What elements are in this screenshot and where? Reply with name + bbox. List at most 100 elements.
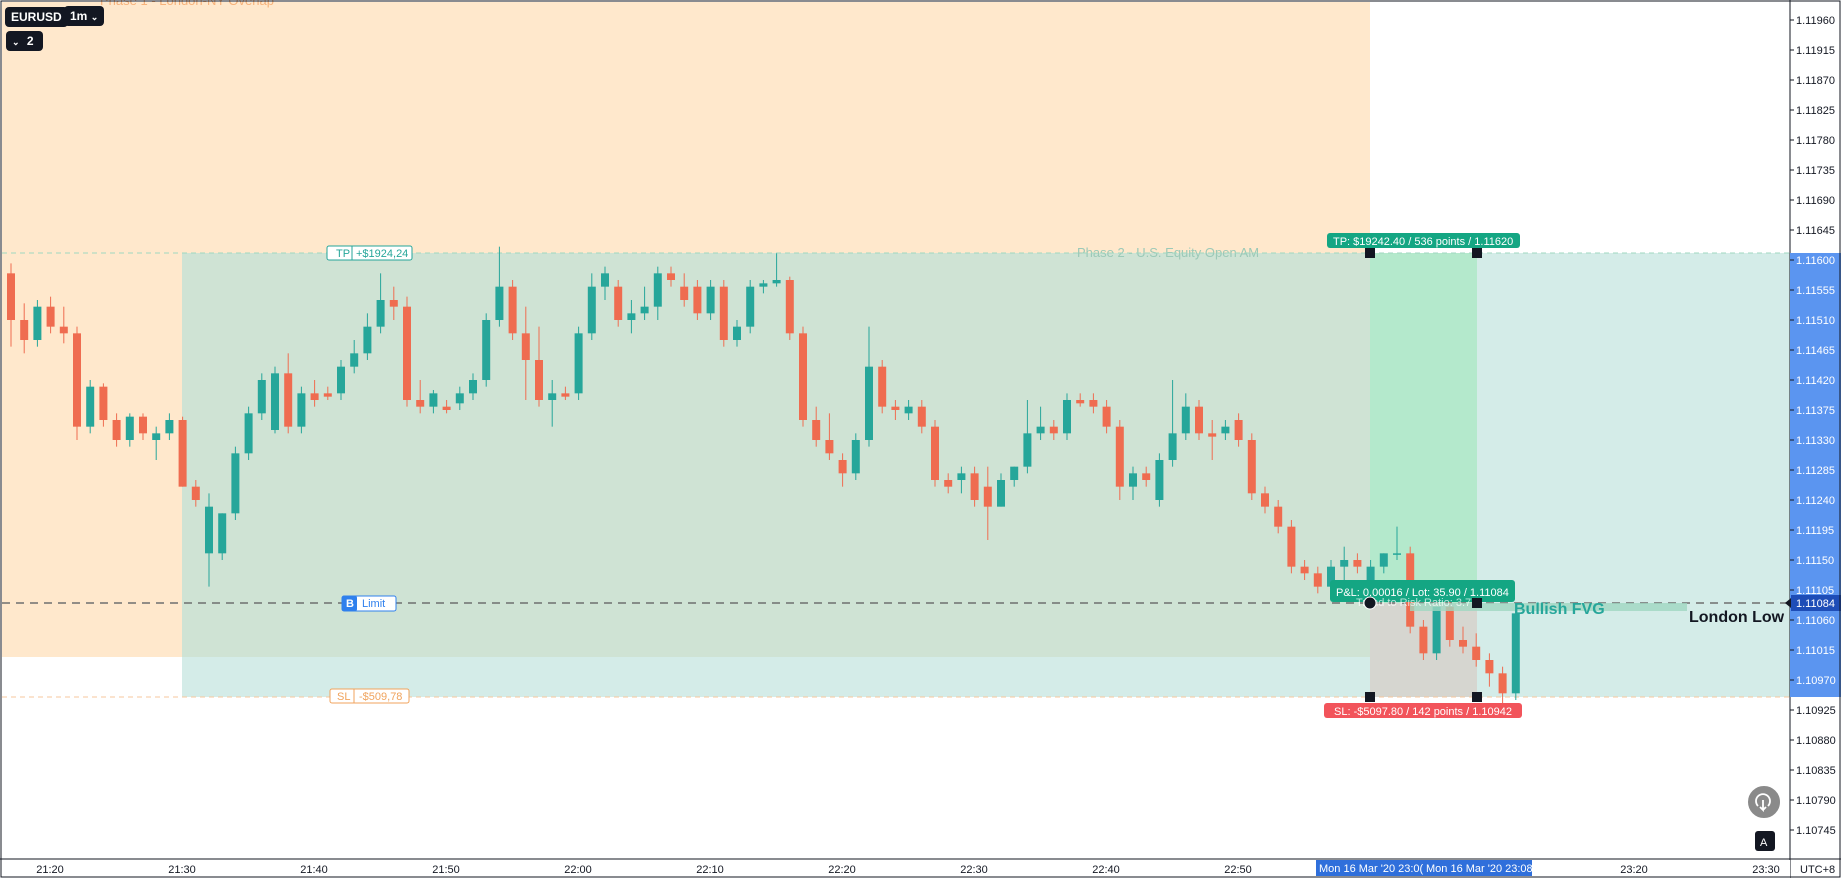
candle-body [1076, 400, 1085, 404]
timezone-label[interactable]: UTC+8 [1800, 864, 1835, 876]
sl-position-label-bg[interactable] [1324, 703, 1522, 718]
price-tick-label: 1.11195 [1796, 525, 1834, 537]
tp-right-handle[interactable] [1472, 248, 1482, 258]
tp-position-label: TP: $19242.40 / 536 points / 1.11620 [1333, 236, 1513, 248]
candle-body [1142, 473, 1151, 480]
price-axis-highlight [1790, 253, 1841, 697]
candle-body [535, 360, 543, 400]
tp-order-tag[interactable]: TP +$1924,24 [326, 245, 413, 261]
candle-body [125, 416, 134, 440]
sl-position-label: SL: -$5097.80 / 142 points / 1.10942 [1334, 706, 1512, 718]
candle-body [1221, 426, 1230, 434]
candle-body [257, 380, 266, 414]
price-tick-label: 1.11960 [1796, 15, 1835, 27]
candle-body [957, 473, 966, 480]
sl-right-handle[interactable] [1472, 692, 1482, 702]
session-phase2-title: Phase 2 - U.S. Equity Open AM [1077, 245, 1259, 260]
interval-button[interactable]: 1m ⌄ [64, 6, 105, 26]
price-tick-label: 1.11420 [1796, 375, 1835, 387]
candle-body [99, 386, 108, 420]
candle-body [1327, 566, 1335, 587]
price-tick-label: 1.11735 [1796, 165, 1835, 177]
candle-body [997, 480, 1005, 507]
price-tick-label: 1.11690 [1796, 195, 1835, 207]
candle-body [1498, 673, 1507, 694]
candle-body [601, 273, 609, 287]
candle-body [772, 280, 781, 284]
candle-body [851, 440, 860, 474]
candle-body [693, 286, 702, 314]
entry-left-handle[interactable] [1363, 596, 1377, 610]
price-tick-label: 1.11015 [1796, 645, 1835, 657]
sl-order-tag[interactable]: SL -$509,78 [329, 688, 410, 704]
candle-body [1340, 560, 1349, 567]
candle-body [904, 406, 913, 414]
entry-right-handle[interactable] [1472, 598, 1482, 608]
candle-body [1459, 640, 1467, 647]
price-tick-label: 1.11870 [1796, 75, 1835, 87]
crosshair-time-label-2: Mon 16 Mar '20 23:08 [1426, 863, 1533, 875]
candle-body [1195, 406, 1203, 434]
candle-body [7, 273, 15, 320]
candle-body [825, 440, 834, 454]
candle-body [917, 406, 926, 427]
candle-body [508, 286, 517, 334]
sl-order-tag-prefix: SL [337, 691, 350, 703]
indicators-count: 2 [26, 34, 34, 48]
candle-body [627, 313, 636, 320]
time-tick-label: 22:10 [696, 864, 724, 876]
candle-body [706, 286, 715, 314]
crosshair-time-badge-2 [1424, 860, 1532, 876]
candle-body [244, 413, 253, 454]
symbol-button[interactable]: EURUSD [5, 7, 68, 27]
candle-body [1089, 400, 1098, 407]
price-tick-label: 1.10970 [1796, 675, 1836, 687]
price-tick-label: 1.11060 [1796, 615, 1835, 627]
indicators-toggle-button[interactable]: ⌄ 2 [6, 31, 43, 51]
candle-body [1432, 606, 1441, 654]
auto-scale-button[interactable]: A [1755, 831, 1775, 851]
time-tick-label: 23:20 [1620, 864, 1648, 876]
limit-order-tag-prefix: B [346, 598, 354, 610]
candle-body [1393, 553, 1401, 555]
candle-body [1115, 426, 1124, 487]
time-tick-label: 21:50 [432, 864, 460, 876]
candle-body [403, 306, 411, 400]
tp-position-label-bg[interactable] [1327, 233, 1520, 248]
price-tick-label: 1.11645 [1796, 225, 1835, 237]
bullish-fvg-label: Bullish FVG [1514, 601, 1605, 618]
scroll-to-realtime-button[interactable] [1746, 784, 1782, 820]
price-tick-label: 1.11105 [1796, 585, 1834, 597]
candle-body [1129, 473, 1137, 487]
tp-zone [1370, 253, 1477, 603]
candle-body [838, 460, 847, 474]
pl-position-label-bg[interactable] [1330, 580, 1515, 602]
candle-body [719, 286, 728, 340]
candle-body [548, 393, 557, 400]
candle-body [785, 280, 794, 334]
time-tick-label: 21:30 [168, 864, 196, 876]
candle-body [1472, 646, 1481, 660]
candle-body [733, 326, 741, 340]
sl-left-handle[interactable] [1365, 692, 1375, 702]
candle-body [59, 326, 68, 334]
candles-group [7, 246, 1520, 707]
candle-body [653, 273, 662, 307]
candle-body [323, 393, 332, 397]
candle-body [46, 306, 55, 327]
price-tick-label: 1.11465 [1796, 345, 1835, 357]
candle-body [495, 286, 504, 320]
price-tick-label: 1.10745 [1796, 825, 1836, 837]
candle-body [191, 486, 200, 500]
price-tick-label: 1.11915 [1796, 45, 1835, 57]
price-tick-label: 1.11240 [1796, 495, 1835, 507]
price-tick-label: 1.11510 [1796, 315, 1835, 327]
candle-body [363, 326, 372, 354]
candle-body [1379, 553, 1388, 567]
candle-body [1023, 433, 1032, 467]
limit-order-tag[interactable]: B Limit [341, 595, 397, 612]
tp-left-handle[interactable] [1365, 248, 1375, 258]
candle-body [1036, 426, 1045, 434]
candle-body [271, 373, 279, 430]
